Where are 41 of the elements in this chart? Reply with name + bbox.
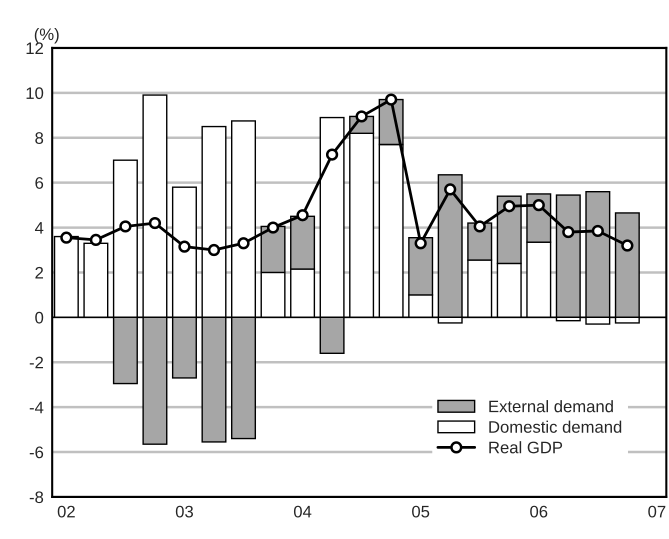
point — [474, 220, 486, 233]
y-tick-label: -2 — [30, 356, 44, 368]
legend-label: Domestic demand — [489, 420, 622, 433]
y-tick-label: -8 — [30, 491, 44, 504]
x-tick-label: 03 — [176, 506, 193, 518]
point — [562, 226, 574, 238]
x-tick-label: 07 — [648, 506, 666, 518]
point — [178, 240, 191, 253]
point — [237, 237, 250, 250]
y-tick-label: 0 — [35, 312, 44, 324]
point — [148, 216, 162, 230]
point — [592, 224, 604, 238]
point — [119, 220, 132, 233]
y-tick-label: 8 — [35, 132, 44, 144]
point — [444, 183, 456, 196]
x-tick-label: 02 — [58, 506, 75, 518]
point — [532, 199, 545, 212]
point — [60, 232, 72, 244]
y-tick-label: 2 — [35, 266, 44, 279]
point — [503, 200, 516, 212]
point — [356, 110, 368, 123]
point — [208, 244, 220, 256]
y-tick-label: 12 — [26, 42, 44, 54]
x-tick-label: 06 — [530, 506, 548, 518]
point — [414, 237, 427, 250]
point — [296, 209, 309, 222]
y-tick-label: 6 — [35, 177, 44, 189]
y-tick-label: -6 — [30, 446, 44, 458]
legend-label: External demand — [489, 400, 613, 412]
y-tick-label: 4 — [34, 222, 44, 234]
y-axis-title: (%) — [34, 28, 59, 44]
point — [266, 221, 280, 234]
y-tick-label: 10 — [26, 87, 44, 100]
point — [90, 234, 102, 246]
y-tick-label: -4 — [30, 402, 44, 414]
point — [621, 239, 634, 252]
point — [385, 93, 398, 106]
legend-label: Real GDP — [489, 441, 562, 454]
x-tick-label: 05 — [412, 506, 430, 518]
x-tick-label: 04 — [294, 506, 312, 518]
point — [326, 148, 338, 161]
